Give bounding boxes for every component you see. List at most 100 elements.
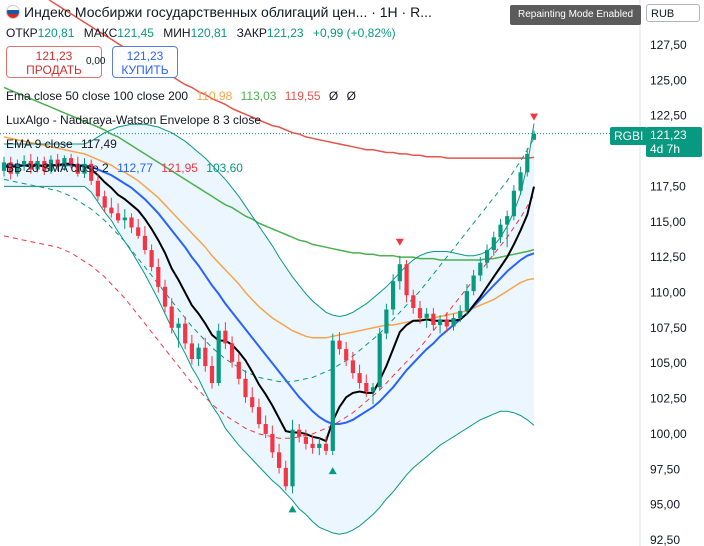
- candle-body: [62, 158, 67, 167]
- price-tick-label: 105,00: [650, 356, 687, 370]
- candle-body: [310, 443, 315, 448]
- candle-body: [69, 158, 74, 164]
- low-value: 120,81: [190, 26, 228, 40]
- price-tick-label: 117,50: [650, 179, 686, 193]
- candle-body: [102, 196, 107, 208]
- close-key: ЗАКР: [236, 26, 267, 40]
- candle-body: [189, 343, 194, 359]
- candle-body: [216, 330, 221, 383]
- candle-body: [82, 163, 87, 174]
- candle-body: [290, 429, 295, 487]
- symbol-tag: RGBI: [610, 127, 648, 145]
- bb-lower-line: [4, 185, 535, 535]
- buy-price: 121,23: [126, 49, 164, 63]
- ema50-value: 110,98: [196, 89, 233, 103]
- candle-body: [277, 452, 282, 468]
- candle-body: [438, 319, 443, 326]
- candle-body: [109, 207, 114, 214]
- candle-body: [431, 313, 436, 325]
- high-key: МАКС: [83, 26, 118, 40]
- candle-body: [256, 407, 262, 425]
- candle-body: [397, 264, 402, 282]
- sell-button[interactable]: 121,23 ПРОДАТЬ: [6, 46, 102, 78]
- bb-upper-value: 121,95: [161, 161, 198, 175]
- candle-body: [344, 349, 349, 361]
- candle-body: [283, 467, 288, 487]
- candle-body: [424, 313, 429, 318]
- bb-upper-line: [4, 123, 535, 318]
- candle-body: [169, 306, 174, 328]
- candle-body: [317, 443, 322, 448]
- open-key: ОТКР: [6, 26, 38, 40]
- candle-body: [404, 264, 409, 296]
- ema-100-line: [3, 86, 535, 261]
- bb-legend[interactable]: BB 20 SMA close 2 112,77 121,95 103,60: [6, 161, 248, 175]
- candle-body: [203, 347, 208, 367]
- candle-body: [323, 443, 329, 451]
- candle-body: [357, 373, 362, 383]
- candle-body: [417, 308, 423, 318]
- candle-body: [337, 340, 342, 350]
- candle-body: [384, 309, 389, 334]
- candle-body: [95, 180, 100, 197]
- candle-body: [230, 343, 235, 362]
- bb-basis-value: 112,77: [117, 161, 153, 175]
- ema-multi-label: Ema close 50 close 100 close 200: [6, 89, 189, 103]
- sell-signal-marker: [395, 238, 404, 246]
- candle-body: [35, 161, 40, 170]
- candle-body: [444, 319, 449, 327]
- ema9-value: 117,49: [81, 137, 117, 151]
- repainting-badge: Repainting Mode Enabled: [510, 5, 642, 25]
- ema9-label: EMA 9 close: [6, 137, 73, 151]
- last-price-tag: 121,23 4d 7h: [646, 127, 702, 157]
- candle-body: [156, 267, 161, 287]
- candle-body: [518, 172, 523, 191]
- candle-body: [297, 429, 302, 437]
- price-tick-label: 102,50: [650, 392, 687, 406]
- candle-body: [498, 224, 503, 238]
- chart-header: Индекс Мосбиржи государственных облигаци…: [0, 0, 640, 28]
- buy-button[interactable]: 121,23 КУПИТЬ: [112, 46, 178, 78]
- candle-body: [149, 250, 154, 268]
- price-tick-label: 115,00: [650, 215, 686, 229]
- candle-body: [370, 387, 376, 392]
- candle-body: [303, 436, 308, 444]
- candle-body: [183, 323, 188, 344]
- low-key: МИН: [163, 26, 191, 40]
- bb-lower-value: 103,60: [206, 161, 243, 175]
- buy-signal-marker: [328, 467, 337, 475]
- candle-body: [263, 424, 268, 434]
- price-tick-label: 112,50: [650, 250, 686, 264]
- candle-body: [1, 162, 7, 171]
- candle-body: [330, 340, 335, 451]
- bollinger-fill: [4, 123, 534, 535]
- symbol-title[interactable]: Индекс Мосбиржи государственных облигаци…: [24, 4, 432, 20]
- candle-body: [531, 133, 537, 140]
- nw-upper-line: [3, 138, 535, 383]
- luxalgo-legend[interactable]: LuxAlgo - Nadaraya-Watson Envelope 8 3 c…: [6, 113, 266, 127]
- currency-selector[interactable]: RUB: [646, 4, 700, 22]
- candle-body: [525, 153, 530, 173]
- candle-body: [129, 217, 134, 228]
- candle-body: [223, 330, 228, 344]
- ema9-legend[interactable]: EMA 9 close 117,49: [6, 137, 122, 151]
- ohlc-legend: ОТКР120,81 МАКС121,45 МИН120,81 ЗАКР121,…: [6, 26, 402, 40]
- bb-label: BB 20 SMA close 2: [6, 161, 109, 175]
- candle-body: [28, 161, 33, 170]
- price-tick-label: 97,50: [650, 462, 680, 476]
- candle-body: [42, 161, 47, 171]
- luxalgo-label: LuxAlgo - Nadaraya-Watson Envelope 8 3 c…: [6, 113, 262, 127]
- ema-extra-2: Ø: [346, 89, 356, 103]
- buy-label: КУПИТЬ: [121, 63, 169, 77]
- ema-extra-1: Ø: [328, 89, 339, 103]
- candle-body: [250, 397, 255, 408]
- countdown-value: 4d 7h: [650, 142, 681, 156]
- candle-body: [75, 163, 80, 174]
- price-tick-label: 92,50: [650, 533, 680, 546]
- ema-multi-legend[interactable]: Ema close 50 close 100 close 200 110,98 …: [6, 89, 361, 103]
- price-tick-label: 100,00: [650, 427, 687, 441]
- candle-body: [270, 433, 275, 453]
- last-price-value: 121,23: [650, 128, 687, 142]
- spread-value: 0,00: [86, 56, 106, 67]
